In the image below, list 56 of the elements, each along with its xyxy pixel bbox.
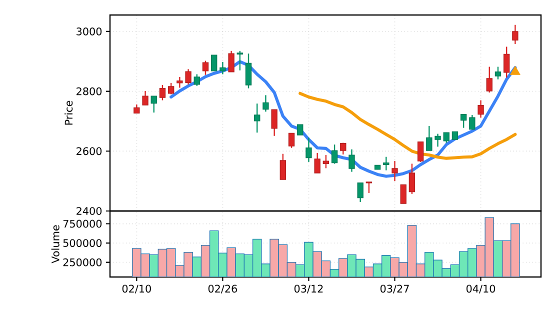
candlestick bbox=[245, 53, 252, 89]
y-axis-title: Price bbox=[64, 100, 73, 125]
candlestick bbox=[288, 132, 295, 148]
candlestick bbox=[486, 66, 492, 94]
y-axis-title: Volume bbox=[51, 225, 60, 264]
candlestick bbox=[306, 137, 312, 163]
candlestick bbox=[460, 114, 467, 128]
candlestick bbox=[150, 95, 157, 114]
candlestick bbox=[220, 61, 226, 75]
candlestick bbox=[228, 50, 234, 72]
candlestick bbox=[194, 74, 200, 87]
candlestick bbox=[211, 54, 218, 72]
candlestick bbox=[168, 82, 174, 95]
candlestick bbox=[478, 100, 484, 118]
candlestick bbox=[322, 154, 330, 169]
candlestick bbox=[357, 182, 364, 203]
line-series bbox=[298, 92, 517, 160]
y-tick-label: 250000 bbox=[63, 258, 102, 266]
candlestick bbox=[512, 24, 518, 45]
x-tick-label: 04/10 bbox=[466, 284, 496, 294]
y-tick-label: 2800 bbox=[76, 87, 102, 96]
candlestick bbox=[348, 148, 355, 172]
candlestick bbox=[262, 94, 269, 112]
candlestick bbox=[383, 156, 390, 171]
candlestick bbox=[314, 152, 320, 174]
candlestick bbox=[504, 46, 510, 78]
y-tick-label: 3000 bbox=[76, 28, 102, 36]
y-tick-label: 2400 bbox=[76, 207, 102, 215]
candlestick bbox=[408, 163, 416, 195]
candlestick bbox=[271, 108, 278, 136]
candlestick bbox=[417, 141, 424, 163]
candlestick bbox=[392, 160, 398, 182]
candlestick bbox=[331, 144, 338, 164]
y-tick-label: 750000 bbox=[63, 220, 102, 228]
candlestick bbox=[236, 50, 243, 71]
x-tick-label: 03/12 bbox=[294, 284, 323, 294]
candlestick bbox=[142, 90, 148, 106]
candlestick bbox=[426, 125, 432, 152]
candlestick bbox=[434, 133, 441, 148]
candlestick bbox=[494, 66, 502, 80]
candlestick bbox=[443, 132, 450, 144]
candlestick bbox=[297, 124, 304, 136]
candlestick bbox=[469, 114, 476, 130]
candlestick bbox=[400, 184, 406, 204]
y-tick-label: 2600 bbox=[76, 147, 102, 156]
candlestick bbox=[202, 60, 209, 76]
candlestick bbox=[280, 153, 286, 180]
candlestick bbox=[159, 84, 166, 101]
x-tick-label: 02/10 bbox=[122, 284, 151, 294]
x-tick-label: 03/27 bbox=[380, 284, 409, 294]
candlestick bbox=[254, 102, 260, 134]
y-tick-label: 500000 bbox=[63, 239, 102, 247]
candlestick bbox=[366, 181, 372, 194]
candlestick bbox=[185, 68, 192, 86]
x-tick-label: 02/26 bbox=[208, 284, 238, 294]
candlestick bbox=[176, 76, 183, 88]
